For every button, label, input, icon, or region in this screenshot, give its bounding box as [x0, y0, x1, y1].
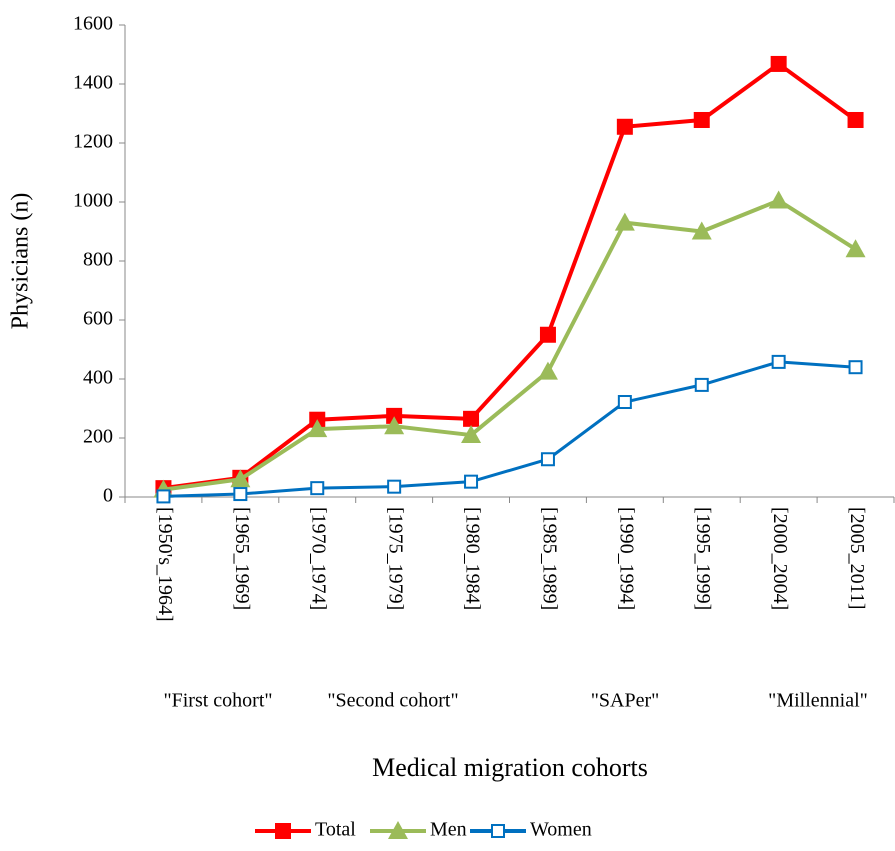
x-axis-title: Medical migration cohorts: [372, 753, 648, 782]
marker: [770, 55, 787, 72]
marker: [463, 410, 480, 427]
marker: [845, 239, 866, 258]
marker: [310, 481, 325, 496]
y-tick-label: 1200: [73, 131, 113, 153]
legend-label: Women: [530, 819, 592, 841]
series-line: [163, 360, 856, 498]
marker: [540, 452, 555, 467]
y-tick-label: 1600: [73, 13, 113, 35]
x-tick-label: [1980_1984]: [461, 507, 483, 610]
annotation: "Millennial": [768, 690, 868, 712]
y-tick-label: 1000: [73, 190, 113, 212]
x-tick-label: [1965_1969]: [231, 507, 253, 610]
marker: [848, 360, 863, 375]
y-tick-label: 1400: [73, 72, 113, 94]
annotation: "SAPer": [591, 690, 660, 712]
marker: [616, 118, 633, 135]
marker: [617, 395, 632, 410]
marker: [539, 326, 556, 343]
x-tick-label: [2005_2011]: [846, 507, 868, 610]
marker: [464, 474, 479, 489]
series-line: [163, 198, 857, 492]
marker: [537, 361, 558, 380]
marker: [461, 425, 482, 444]
x-tick-label: [1995_1999]: [692, 507, 714, 610]
series-line: [163, 61, 857, 491]
marker: [275, 823, 291, 839]
y-tick-label: 0: [103, 485, 113, 507]
y-tick-label: 600: [83, 308, 113, 330]
marker: [384, 416, 405, 435]
marker: [387, 479, 402, 494]
y-axis-title: Physicians (n): [8, 193, 34, 330]
x-tick-label: [2000_2004]: [769, 507, 791, 610]
legend-label: Total: [315, 819, 356, 841]
marker: [694, 377, 709, 392]
y-tick-label: 400: [83, 367, 113, 389]
marker: [388, 821, 408, 839]
marker: [156, 489, 171, 504]
marker: [847, 111, 864, 128]
legend-label: Men: [430, 819, 467, 841]
marker: [693, 111, 710, 128]
marker: [386, 407, 403, 424]
x-tick-label: [1985_1989]: [538, 507, 560, 610]
marker: [307, 419, 328, 438]
marker: [771, 354, 786, 369]
x-tick-label: [1950's_1964]: [154, 507, 176, 622]
x-tick-label: [1975_1979]: [385, 507, 407, 610]
marker: [491, 824, 505, 838]
marker: [691, 221, 712, 240]
y-tick-label: 800: [83, 249, 113, 271]
x-tick-label: [1970_1974]: [308, 507, 330, 610]
annotation: "Second cohort": [327, 690, 458, 712]
marker: [230, 469, 251, 488]
y-tick-label: 200: [83, 426, 113, 448]
marker: [233, 487, 248, 502]
marker: [768, 190, 789, 209]
marker: [614, 212, 635, 231]
x-tick-label: [1990_1994]: [615, 507, 637, 610]
annotation: "First cohort": [163, 690, 272, 712]
